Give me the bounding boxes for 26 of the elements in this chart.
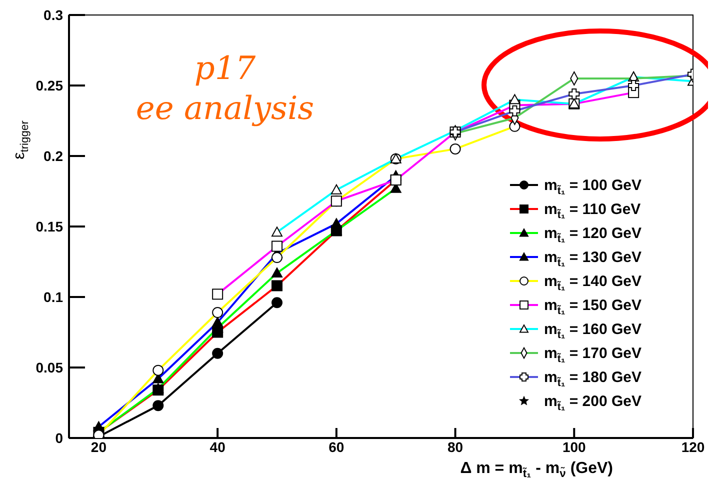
- x-tick-label: 20: [90, 438, 107, 455]
- legend-label: m$_{t̃₁}$ = 160 GeV: [544, 321, 642, 341]
- y-tick-label: 0.25: [36, 77, 64, 94]
- annotation: p17: [194, 49, 256, 87]
- legend-label: m$_{t̃₁}$ = 130 GeV: [544, 249, 642, 269]
- legend-label: m$_{t̃₁}$ = 120 GeV: [544, 225, 642, 245]
- legend-label: m$_{t̃₁}$ = 100 GeV: [544, 177, 642, 197]
- y-tick-label: 0: [55, 430, 64, 446]
- y-tick-label: 0.1: [44, 288, 64, 305]
- x-tick-label: 60: [328, 438, 344, 455]
- y-tick-label: 0.3: [44, 6, 64, 23]
- x-tick-label: 120: [681, 438, 705, 455]
- legend-label: m$_{t̃₁}$ = 180 GeV: [544, 369, 642, 389]
- x-tick-label: 80: [447, 438, 464, 455]
- y-tick-label: 0.2: [44, 148, 64, 164]
- annotation: ee analysis: [136, 89, 314, 127]
- y-tick-label: 0.05: [36, 359, 64, 376]
- legend-label: m$_{t̃₁}$ = 200 GeV: [544, 393, 642, 413]
- legend-label: m$_{t̃₁}$ = 170 GeV: [544, 345, 642, 365]
- legend-label: m$_{t̃₁}$ = 140 GeV: [544, 273, 642, 293]
- legend-label: m$_{t̃₁}$ = 110 GeV: [544, 201, 641, 221]
- x-tick-label: 40: [210, 438, 226, 455]
- legend-label: m$_{t̃₁}$ = 150 GeV: [544, 297, 642, 317]
- x-axis-title: Δ m = m$_{t̃₁}$ - m$_{ν̃}$ (GeV): [460, 460, 613, 480]
- y-tick-label: 0.15: [36, 218, 64, 234]
- x-tick-label: 100: [562, 438, 586, 455]
